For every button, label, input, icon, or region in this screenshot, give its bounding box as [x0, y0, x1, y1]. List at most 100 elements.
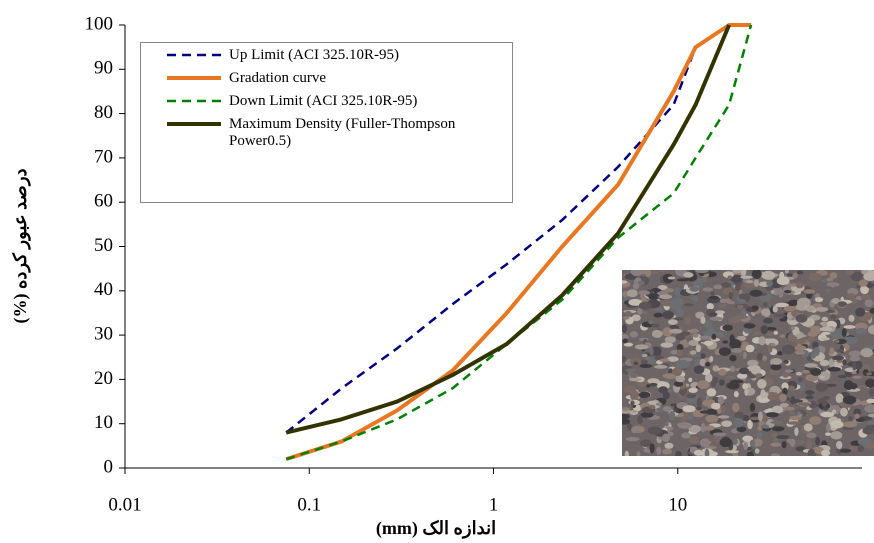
pebble: [732, 402, 740, 413]
pebble: [725, 449, 739, 454]
pebble: [676, 343, 684, 351]
pebble: [662, 373, 676, 379]
pebble: [747, 419, 753, 430]
pebble: [729, 334, 735, 343]
pebble: [763, 317, 774, 324]
pebble: [704, 448, 710, 456]
pebble: [662, 327, 673, 337]
pebble: [784, 290, 792, 294]
pebble: [622, 280, 628, 284]
legend-swatch: [167, 99, 221, 103]
pebble: [696, 397, 702, 408]
pebble: [675, 450, 682, 456]
pebble: [805, 390, 815, 395]
pebble: [637, 280, 645, 286]
pebble: [766, 280, 773, 287]
pebble: [631, 314, 641, 322]
pebble: [686, 393, 697, 399]
gravel-photo: [622, 270, 874, 456]
legend-entry: Maximum Density (Fuller-Thompson Power0.…: [147, 116, 506, 150]
pebble: [622, 355, 627, 363]
pebble: [721, 282, 732, 288]
pebble: [773, 313, 787, 318]
y-tick-label: 30: [94, 323, 113, 344]
pebble: [638, 290, 650, 296]
pebble: [821, 316, 829, 322]
pebble: [784, 270, 790, 274]
pebble: [670, 297, 684, 306]
pebble: [761, 308, 769, 317]
pebble: [771, 426, 785, 432]
pebble: [734, 284, 741, 291]
pebble: [646, 384, 651, 388]
pebble: [850, 271, 863, 282]
pebble: [711, 333, 717, 340]
pebble: [829, 347, 835, 355]
pebble: [848, 314, 855, 322]
pebble: [770, 453, 780, 456]
pebble: [710, 291, 715, 296]
pebble: [676, 278, 690, 282]
pebble: [758, 336, 766, 346]
pebble: [674, 287, 681, 298]
pebble: [672, 366, 683, 377]
pebble: [693, 449, 704, 456]
pebble: [673, 381, 684, 387]
pebble: [798, 377, 803, 382]
pebble: [689, 350, 697, 355]
pebble: [767, 344, 773, 353]
legend-label: Maximum Density (Fuller-Thompson Power0.…: [229, 116, 456, 149]
pebble: [770, 420, 784, 425]
pebble: [724, 376, 737, 380]
pebble: [775, 302, 789, 308]
pebble: [836, 348, 845, 352]
legend-entry: Down Limit (ACI 325.10R-95): [147, 93, 506, 110]
pebble: [623, 342, 634, 347]
pebble: [806, 432, 817, 439]
pebble: [717, 396, 725, 405]
pebble: [681, 432, 691, 439]
pebble: [837, 374, 848, 379]
pebble: [667, 319, 678, 325]
pebble: [740, 270, 747, 277]
pebble: [666, 388, 674, 393]
pebble: [867, 270, 874, 277]
x-axis-title: اندازه الک (mm): [376, 518, 496, 539]
pebble: [703, 340, 714, 346]
series-line: [285, 23, 752, 434]
pebble: [841, 327, 847, 338]
pebble: [803, 423, 813, 432]
pebble: [821, 337, 831, 341]
pebble: [717, 331, 725, 338]
pebble: [749, 402, 756, 412]
pebble: [834, 339, 840, 344]
pebble: [691, 354, 702, 358]
pebble: [848, 446, 860, 451]
pebble: [777, 351, 783, 356]
pebble: [718, 379, 725, 386]
pebble: [805, 374, 819, 382]
y-axis-title: درصد عبور کرده (%): [10, 168, 31, 323]
pebble: [648, 293, 660, 301]
pebble: [684, 315, 692, 326]
pebble: [843, 421, 858, 428]
pebble: [704, 425, 715, 431]
pebble: [677, 422, 692, 429]
pebble: [746, 451, 754, 456]
pebble: [648, 320, 655, 325]
pebble: [795, 281, 804, 289]
pebble: [659, 294, 673, 300]
pebble: [805, 336, 816, 342]
pebble: [866, 398, 874, 404]
pebble: [630, 409, 638, 413]
pebble: [727, 275, 733, 280]
pebble: [865, 282, 874, 288]
y-tick-label: 100: [85, 13, 114, 34]
pebble: [820, 411, 835, 418]
pebble: [742, 383, 748, 390]
pebble: [631, 426, 639, 434]
pebble: [622, 413, 630, 420]
pebble: [744, 292, 751, 303]
pebble: [729, 301, 735, 305]
pebble: [770, 358, 783, 365]
